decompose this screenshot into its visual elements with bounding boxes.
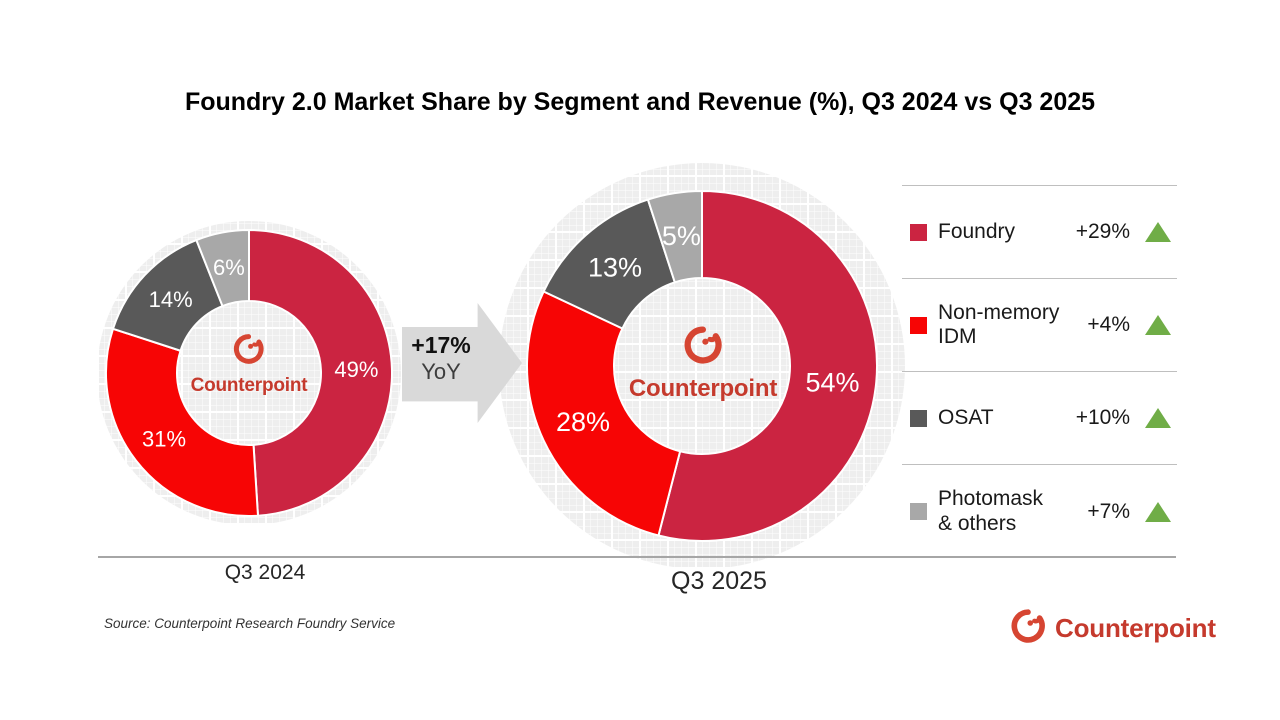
segment-value-label: 14% xyxy=(149,287,193,312)
donut-chart-q3-2025: 54% 28% 13% 5% xyxy=(523,187,881,545)
counterpoint-swirl-icon xyxy=(1011,609,1045,643)
legend-row-photomask-others: Photomask & others +7% xyxy=(902,465,1177,558)
counterpoint-wordmark: Counterpoint xyxy=(190,375,308,396)
legend-delta: +29% xyxy=(1075,220,1130,243)
counterpoint-swirl-icon xyxy=(234,334,264,364)
up-triangle-icon xyxy=(1145,315,1171,335)
swatch-osat xyxy=(910,409,927,427)
donut-segment-photomask-others xyxy=(646,190,703,284)
legend-label: Non-memory IDM xyxy=(938,300,1060,348)
legend-delta: +4% xyxy=(1087,313,1130,336)
segment-value-label: 54% xyxy=(805,367,859,397)
period-label-q3-2024: Q3 2024 xyxy=(224,561,306,584)
counterpoint-swirl-icon xyxy=(1010,608,1046,649)
donut-svg: 54% 28% 13% 5% xyxy=(526,190,878,542)
x-axis-baseline xyxy=(98,556,1176,558)
donut-segment-foundry xyxy=(248,229,394,517)
counterpoint-swirl-icon xyxy=(683,325,723,370)
yoy-label: YoY xyxy=(421,359,461,385)
donut-segment-non-memory-idm xyxy=(526,290,682,537)
swatch-non-memory-idm xyxy=(910,316,927,334)
counterpoint-swirl-icon xyxy=(684,326,722,364)
legend-row-osat: OSAT +10% xyxy=(902,372,1177,465)
donut-segment-foundry xyxy=(657,190,878,542)
chart-title: Foundry 2.0 Market Share by Segment and … xyxy=(184,88,1096,116)
counterpoint-wordmark: Counterpoint xyxy=(1055,613,1216,643)
segment-value-label: 5% xyxy=(662,221,701,251)
donut-segment-photomask-others xyxy=(195,229,250,308)
legend-delta: +10% xyxy=(1075,406,1130,429)
segment-value-label: 28% xyxy=(556,407,610,437)
swatch-photomask-others xyxy=(910,503,927,520)
legend-label: OSAT xyxy=(938,405,994,429)
segment-value-label: 6% xyxy=(213,255,245,280)
legend-delta: +7% xyxy=(1087,499,1130,523)
legend-label: Photomask & others xyxy=(938,487,1044,535)
counterpoint-footer-logo: Counterpoint xyxy=(1010,608,1216,649)
period-label-q3-2025: Q3 2025 xyxy=(671,567,767,595)
counterpoint-watermark-2025: Counterpoint xyxy=(629,325,777,403)
up-triangle-icon xyxy=(1145,408,1171,428)
counterpoint-watermark-2024: Counterpoint xyxy=(191,333,308,397)
legend-label: Foundry xyxy=(938,219,1016,243)
up-triangle-icon xyxy=(1145,222,1171,242)
donut-segment-non-memory-idm xyxy=(105,327,259,517)
segment-value-label: 31% xyxy=(142,426,186,451)
legend-panel: Foundry +29% Non-memory IDM +4% OSAT +10… xyxy=(902,185,1177,558)
segment-value-label: 13% xyxy=(588,252,642,282)
counterpoint-wordmark: Counterpoint xyxy=(628,375,778,402)
swatch-foundry xyxy=(910,223,927,241)
legend-row-non-memory-idm: Non-memory IDM +4% xyxy=(902,279,1177,372)
counterpoint-swirl-icon xyxy=(233,333,265,370)
source-note: Source: Counterpoint Research Foundry Se… xyxy=(104,616,396,631)
donut-chart-q3-2024: 49% 31% 14% 6% xyxy=(102,226,396,520)
yoy-growth-text: +17% YoY xyxy=(402,331,480,386)
donut-svg: 49% 31% 14% 6% xyxy=(105,229,394,517)
yoy-delta: +17% xyxy=(411,332,471,358)
segment-value-label: 49% xyxy=(334,357,378,382)
legend-row-foundry: Foundry +29% xyxy=(902,186,1177,279)
up-triangle-icon xyxy=(1145,501,1171,522)
